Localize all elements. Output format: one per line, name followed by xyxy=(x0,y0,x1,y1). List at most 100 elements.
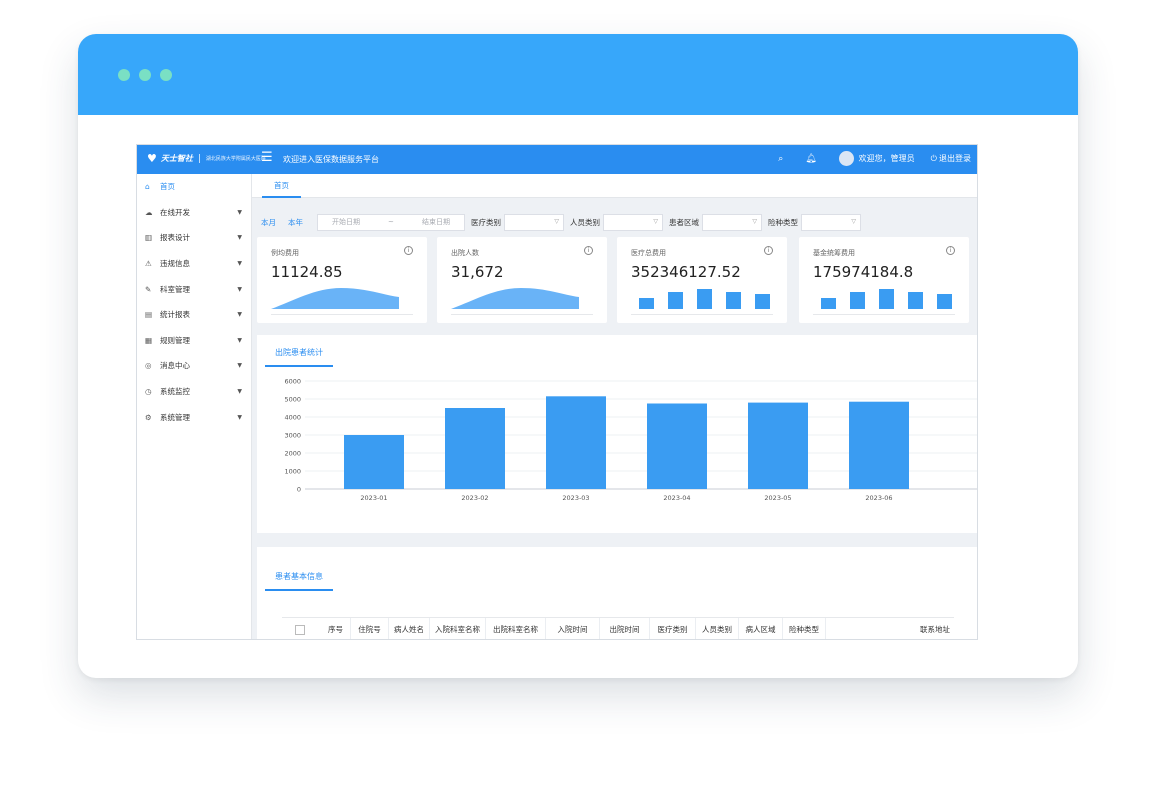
window-dot-close[interactable] xyxy=(118,69,130,81)
mini-bar xyxy=(755,294,770,309)
info-icon[interactable]: i xyxy=(404,246,413,255)
sidebar-item-label: 系统监控 xyxy=(160,387,190,397)
gear-icon: ⚙ xyxy=(145,412,152,422)
chevron-down-icon: ▼ xyxy=(237,260,242,268)
hamburger-icon[interactable]: ☰ xyxy=(261,150,273,165)
x-tick-label: 2023-02 xyxy=(461,494,488,502)
table-column-header[interactable]: 出院时间 xyxy=(600,617,650,639)
mini-bar xyxy=(850,292,865,309)
chart-bar[interactable] xyxy=(849,401,909,489)
table-column-header[interactable]: 序号 xyxy=(321,617,351,639)
home-icon: ⌂ xyxy=(145,182,150,192)
info-icon[interactable]: i xyxy=(584,246,593,255)
mini-bar xyxy=(908,292,923,309)
stat-card-value: 11124.85 xyxy=(271,263,343,281)
mini-area-chart xyxy=(451,288,579,309)
info-icon[interactable]: i xyxy=(764,246,773,255)
y-tick-label: 2000 xyxy=(284,450,301,458)
sidebar-item[interactable]: ⚠ 违规信息 ▼ xyxy=(137,251,251,277)
sidebar-item[interactable]: ◷ 系统监控 ▼ xyxy=(137,379,251,405)
start-date-placeholder: 开始日期 xyxy=(332,218,361,226)
browser-frame: ♥ 天士智社 湖北民族大学附属民大医院 ☰ 欢迎进入医保数据服务平台 ⌕ 🔔︎ … xyxy=(78,34,1078,678)
discharge-panel-title[interactable]: 出院患者统计 xyxy=(265,339,333,367)
stat-card-label: 医疗总费用 xyxy=(631,249,666,257)
patient-panel-title[interactable]: 患者基本信息 xyxy=(265,563,333,591)
logout-button[interactable]: ⏻ 退出登录 xyxy=(931,153,971,164)
table-column-header[interactable]: 出院科室名称 xyxy=(486,617,546,639)
mini-area-shape xyxy=(451,288,579,309)
platform-title: 欢迎进入医保数据服务平台 xyxy=(283,155,379,164)
chart-bar[interactable] xyxy=(546,396,606,489)
date-range-picker[interactable]: 开始日期 ~ 结束日期 xyxy=(317,213,465,231)
table-column-header[interactable]: 病人姓名 xyxy=(389,617,430,639)
mini-bar xyxy=(726,292,741,309)
sidebar-item-label: 系统管理 xyxy=(160,412,190,422)
x-tick-label: 2023-01 xyxy=(360,494,387,502)
chevron-down-icon: ▼ xyxy=(237,388,242,396)
mini-bar xyxy=(821,298,836,309)
sidebar-item-label: 在线开发 xyxy=(160,207,190,217)
chart-bar[interactable] xyxy=(748,402,808,489)
table-column-header[interactable]: 险种类型 xyxy=(783,617,826,639)
this-month-button[interactable]: 本月 xyxy=(261,217,276,227)
bell-icon[interactable]: 🔔︎ xyxy=(805,153,817,164)
this-year-button[interactable]: 本年 xyxy=(288,217,303,227)
chart-bar[interactable] xyxy=(344,435,404,489)
stats-icon: ▤ xyxy=(145,310,153,320)
sidebar-item[interactable]: ▥ 报表设计 ▼ xyxy=(137,225,251,251)
message-icon: ◎ xyxy=(145,361,152,371)
mini-bar-chart xyxy=(639,289,770,309)
chevron-down-icon: ▼ xyxy=(237,362,242,370)
table-column-header[interactable]: 住院号 xyxy=(351,617,389,639)
discharge-panel-title-text: 出院患者统计 xyxy=(275,347,323,357)
sidebar-item[interactable]: ◎ 消息中心 ▼ xyxy=(137,353,251,379)
sidebar-item[interactable]: ⌂ 首页 xyxy=(137,174,251,200)
patient-panel-title-text: 患者基本信息 xyxy=(275,571,323,581)
sidebar-item[interactable]: ✎ 科室管理 ▼ xyxy=(137,276,251,302)
stat-card: 出院人数 i 31,672 xyxy=(437,237,607,323)
stat-card-value: 352346127.52 xyxy=(631,263,741,281)
medical-type-label: 医疗类别 xyxy=(471,217,501,227)
chevron-down-icon: ▼ xyxy=(237,234,242,242)
table-column-header[interactable]: 联系地址 xyxy=(920,625,950,634)
table-column-header[interactable]: 人员类别 xyxy=(696,617,739,639)
table-column-header[interactable]: 入院时间 xyxy=(546,617,600,639)
window-dot-minimize[interactable] xyxy=(139,69,151,81)
person-type-label: 人员类别 xyxy=(570,217,600,227)
chart-bar[interactable] xyxy=(647,403,707,490)
end-date-placeholder: 结束日期 xyxy=(421,218,450,226)
logo: ♥ 天士智社 湖北民族大学附属民大医院 xyxy=(147,153,266,164)
table-column-header[interactable]: 病人区域 xyxy=(739,617,783,639)
stat-card-value: 31,672 xyxy=(451,263,504,281)
tab-home[interactable]: 首页 xyxy=(262,174,301,198)
sidebar-item[interactable]: ☁ 在线开发 ▼ xyxy=(137,200,251,226)
sidebar-item[interactable]: ▦ 规则管理 ▼ xyxy=(137,328,251,354)
patient-region-select[interactable]: ▽ xyxy=(702,213,762,231)
table-column-header[interactable]: 医疗类别 xyxy=(650,617,696,639)
select-all-checkbox[interactable] xyxy=(294,624,305,635)
sidebar-item[interactable]: ▤ 统计报表 ▼ xyxy=(137,302,251,328)
header-actions: ⌕ 🔔︎ 欢迎您，管理员 ⏻ 退出登录 xyxy=(756,151,971,166)
mini-bar xyxy=(937,294,952,309)
tab-bar: 首页 xyxy=(252,174,977,198)
avatar[interactable] xyxy=(838,151,854,166)
patient-region-label: 患者区域 xyxy=(669,217,699,227)
chart-bar[interactable] xyxy=(445,408,505,489)
sidebar-item[interactable]: ⚙ 系统管理 ▼ xyxy=(137,404,251,430)
person-type-select[interactable]: ▽ xyxy=(603,213,663,231)
card-baseline xyxy=(813,314,955,315)
info-icon[interactable]: i xyxy=(946,246,955,255)
chevron-down-icon: ▼ xyxy=(237,208,242,216)
insurance-type-select[interactable]: ▽ xyxy=(801,213,861,231)
stat-card: 例均费用 i 11124.85 xyxy=(257,237,427,323)
logout-label: 退出登录 xyxy=(939,154,971,163)
table-column-header[interactable]: 入院科室名称 xyxy=(430,617,486,639)
medical-type-select[interactable]: ▽ xyxy=(504,213,564,231)
chevron-down-icon: ▼ xyxy=(237,336,242,344)
search-icon[interactable]: ⌕ xyxy=(778,153,784,164)
mini-bar-chart xyxy=(821,289,952,309)
card-baseline xyxy=(631,314,773,315)
stat-card-label: 例均费用 xyxy=(271,249,299,257)
window-dot-maximize[interactable] xyxy=(160,69,172,81)
alert-icon: ⚠ xyxy=(145,259,152,269)
